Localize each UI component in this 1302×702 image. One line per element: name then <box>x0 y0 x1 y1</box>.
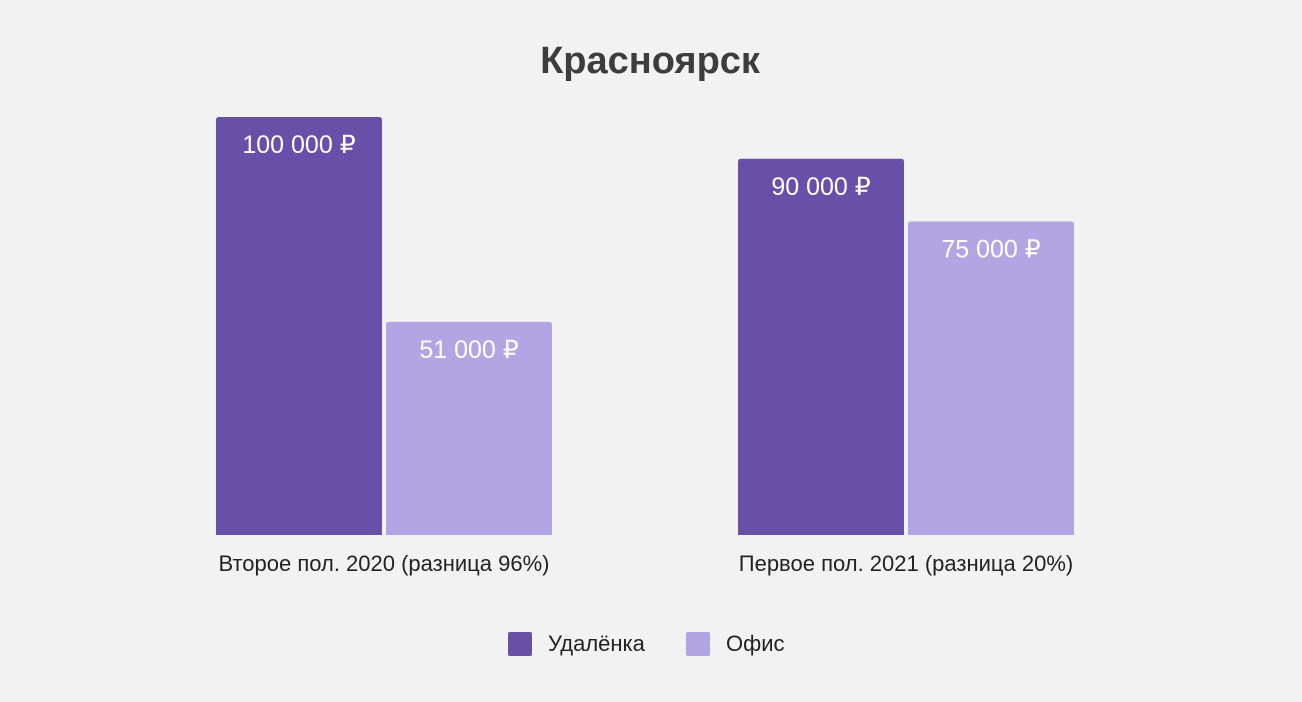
legend-swatch-office <box>686 632 710 656</box>
legend: Удалёнка Офис <box>508 631 785 656</box>
bar-office-0 <box>386 321 552 535</box>
bar-value-label: 100 000 ₽ <box>242 131 355 159</box>
bar-labels-group: 100 000 ₽ 51 000 ₽ 90 000 ₽ 75 000 ₽ <box>242 131 1040 364</box>
legend-label: Удалёнка <box>548 631 646 656</box>
category-labels-group: Второе пол. 2020 (разница 96%) Первое пол… <box>219 551 1074 576</box>
bar-value-label: 51 000 ₽ <box>419 336 518 364</box>
category-label: Второе пол. 2020 (разница 96%) <box>219 551 550 576</box>
legend-label: Офис <box>726 631 785 656</box>
bar-value-label: 90 000 ₽ <box>771 173 870 201</box>
bar-remote-1 <box>738 158 904 536</box>
chart-title: Красноярск <box>540 40 761 82</box>
category-label: Первое пол. 2021 (разница 20%) <box>739 551 1073 576</box>
bar-value-label: 75 000 ₽ <box>941 236 1040 264</box>
bar-remote-0 <box>216 117 382 535</box>
bars-group <box>216 117 1074 536</box>
bar-office-1 <box>908 221 1074 535</box>
legend-swatch-remote <box>508 632 532 656</box>
